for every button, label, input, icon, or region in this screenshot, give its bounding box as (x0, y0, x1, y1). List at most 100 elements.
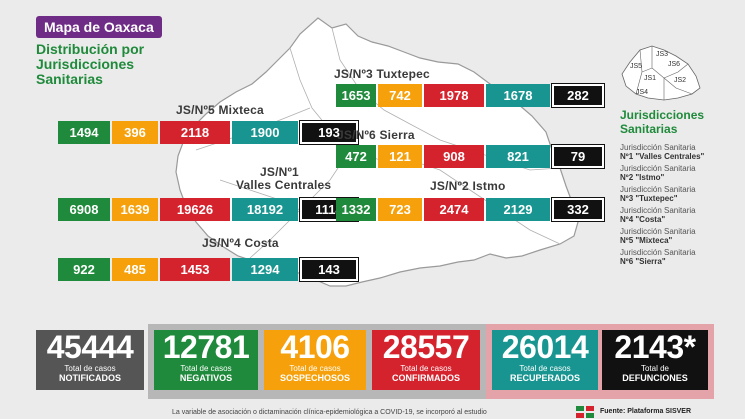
jurisdiction-row-js5: 1494 396 2118 1900 193 (58, 120, 359, 145)
total-negativos-value: 12781 (162, 329, 250, 365)
total-confirmados: 28557 Total de casos CONFIRMADOS (372, 330, 480, 390)
jurisdiction-label-js2: JS/Nº2 Istmo (430, 180, 505, 193)
jurisdiction-row-js3: 1653 742 1978 1678 282 (336, 83, 605, 108)
total-notificados-line1: Total de casos (64, 364, 116, 373)
jurisdiction-label-js4: JS/Nº4 Costa (202, 237, 279, 250)
total-confirmados-line1: Total de casos (400, 364, 452, 373)
legend-item-line2: Nº1 "Valles Centrales" (620, 152, 705, 161)
cell-sospechosos: 485 (112, 258, 158, 281)
total-sospechosos-value: 4106 (280, 329, 350, 365)
cell-recuperados: 1294 (232, 258, 298, 281)
legend-item: Jurisdicción Sanitaria Nº5 "Mixteca" (620, 227, 740, 245)
total-notificados: 45444 Total de casos NOTIFICADOS (36, 330, 144, 390)
total-defunciones-line1: Total de (640, 364, 670, 373)
jurisdiction-label-text: JS/Nº3 Tuxtepec (334, 67, 430, 81)
cell-sospechosos: 723 (378, 198, 422, 221)
total-recuperados-line2: RECUPERADOS (509, 373, 580, 383)
total-confirmados-line2: CONFIRMADOS (392, 373, 460, 383)
inset-label-js2: JS2 (674, 77, 686, 84)
total-defunciones-value: 2143* (614, 329, 696, 365)
cell-confirmados: 1978 (424, 84, 484, 107)
total-recuperados-value: 26014 (501, 329, 589, 365)
legend-item-line2: Nº3 "Tuxtepec" (620, 194, 678, 203)
jurisdiction-label-js6: JS/Nº6 Sierra (337, 129, 415, 142)
legend-item-line2: Nº5 "Mixteca" (620, 236, 673, 245)
total-recuperados-line1: Total de casos (519, 364, 571, 373)
total-sospechosos: 4106 Total de casos SOSPECHOSOS (264, 330, 366, 390)
cell-sospechosos: 742 (378, 84, 422, 107)
legend-item-line1: Jurisdicción Sanitaria (620, 185, 696, 194)
jurisdiction-row-js4: 922 485 1453 1294 143 (58, 257, 359, 282)
inset-map: JS3 JS5 JS6 JS1 JS2 JS4 (621, 45, 701, 101)
jurisdiction-label-js3: JS/Nº3 Tuxtepec (334, 68, 430, 81)
jurisdiction-label-js5: JS/Nº5 Mixteca (176, 104, 264, 117)
cell-confirmados: 2118 (160, 121, 230, 144)
cell-negativos: 1494 (58, 121, 110, 144)
cell-confirmados: 2474 (424, 198, 484, 221)
jurisdiction-row-js6: 472 121 908 821 79 (336, 144, 605, 169)
total-negativos-line1: Total de casos (180, 364, 232, 373)
totals-bar: 45444 Total de casos NOTIFICADOS 12781 T… (30, 324, 714, 399)
inset-label-js6: JS6 (668, 61, 680, 68)
cell-negativos: 472 (336, 145, 376, 168)
cell-confirmados: 1453 (160, 258, 230, 281)
legend-item: Jurisdicción Sanitaria Nº2 "Istmo" (620, 164, 740, 182)
legend-item-line2: Nº4 "Costa" (620, 215, 666, 224)
cell-sospechosos: 121 (378, 145, 422, 168)
cell-negativos: 1332 (336, 198, 376, 221)
ssa-logo-icon (576, 406, 594, 418)
inset-map-shape (621, 45, 701, 101)
jurisdiction-label-text: JS/Nº2 Istmo (430, 179, 506, 193)
total-negativos: 12781 Total de casos NEGATIVOS (154, 330, 258, 390)
legend-item: Jurisdicción Sanitaria Nº1 "Valles Centra… (620, 143, 740, 161)
inset-label-js4: JS4 (636, 89, 648, 96)
cell-sospechosos: 1639 (112, 198, 158, 221)
total-notificados-line2: NOTIFICADOS (59, 373, 121, 383)
legend-item-line1: Jurisdicción Sanitaria (620, 227, 696, 236)
cell-defunciones: 79 (551, 144, 605, 169)
cell-recuperados: 821 (486, 145, 550, 168)
cell-defunciones: 332 (551, 197, 605, 222)
inset-label-js1: JS1 (644, 75, 656, 82)
legend-item-line1: Jurisdicción Sanitaria (620, 248, 696, 257)
cell-confirmados: 19626 (160, 198, 230, 221)
legend-item: Jurisdicción Sanitaria Nº3 "Tuxtepec" (620, 185, 740, 203)
map-subtitle: Distribución por Jurisdicciones Sanitari… (36, 41, 145, 87)
legend-item-line1: Jurisdicción Sanitaria (620, 206, 696, 215)
jurisdiction-label-text-2: Valles Centrales (236, 178, 332, 192)
legend-title: Jurisdicciones Sanitarias (620, 108, 705, 136)
total-sospechosos-line1: Total de casos (289, 364, 341, 373)
jurisdiction-row-js2: 1332 723 2474 2129 332 (336, 197, 605, 222)
cell-recuperados: 1678 (486, 84, 550, 107)
cell-recuperados: 2129 (486, 198, 550, 221)
total-defunciones-line2: DEFUNCIONES (622, 373, 688, 383)
total-sospechosos-line2: SOSPECHOSOS (279, 373, 351, 383)
legend-item-line2: Nº6 "Sierra" (620, 257, 666, 266)
cell-recuperados: 1900 (232, 121, 298, 144)
cell-recuperados: 18192 (232, 198, 298, 221)
legend-list: Jurisdicción Sanitaria Nº1 "Valles Centra… (620, 143, 740, 269)
total-defunciones: 2143* Total de DEFUNCIONES (602, 330, 708, 390)
total-negativos-line2: NEGATIVOS (179, 373, 233, 383)
total-recuperados: 26014 Total de casos RECUPERADOS (492, 330, 598, 390)
inset-map-borders (635, 46, 693, 100)
legend-item-line2: Nº2 "Istmo" (620, 173, 665, 182)
jurisdiction-row-js1: 6908 1639 19626 18192 1114 (58, 197, 359, 222)
inset-label-js3: JS3 (656, 51, 668, 58)
cell-negativos: 1653 (336, 84, 376, 107)
legend-item-line1: Jurisdicción Sanitaria (620, 143, 696, 152)
cell-negativos: 922 (58, 258, 110, 281)
jurisdiction-label-text: JS/Nº4 Costa (202, 236, 279, 250)
cell-negativos: 6908 (58, 198, 110, 221)
inset-label-js5: JS5 (630, 63, 642, 70)
footer-note: La variable de asociación o dictaminació… (172, 409, 487, 416)
cell-defunciones: 282 (551, 83, 605, 108)
map-title-tag: Mapa de Oaxaca (36, 16, 162, 38)
cell-defunciones: 143 (299, 257, 359, 282)
jurisdiction-label-text: JS/Nº6 Sierra (337, 128, 415, 142)
cell-defunciones: 193 (299, 120, 359, 145)
jurisdiction-label-text: JS/Nº1 (260, 165, 299, 179)
legend-item: Jurisdicción Sanitaria Nº6 "Sierra" (620, 248, 740, 266)
total-notificados-value: 45444 (46, 329, 134, 365)
cell-sospechosos: 396 (112, 121, 158, 144)
